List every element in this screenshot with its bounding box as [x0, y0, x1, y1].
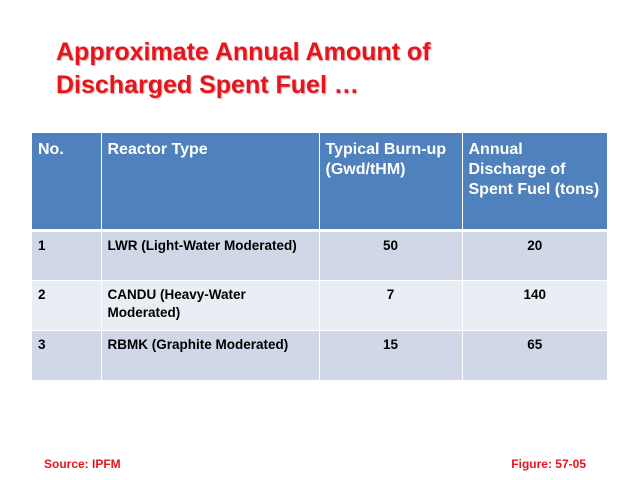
cell-burn-up: 7 [319, 280, 463, 331]
cell-reactor-type: LWR (Light-Water Moderated) [101, 230, 320, 281]
cell-discharge: 140 [462, 280, 607, 331]
slide-title-line-2: Discharged Spent Fuel … [56, 71, 359, 99]
header-annual-discharge: Annual Discharge of Spent Fuel (tons) [462, 133, 607, 232]
table-row: 2 CANDU (Heavy-Water Moderated) 7 140 [32, 280, 607, 331]
table-header-row: No. Reactor Type Typical Burn-up (Gwd/tH… [32, 133, 607, 232]
cell-discharge: 65 [462, 330, 607, 381]
cell-burn-up: 50 [319, 230, 463, 281]
cell-no: 3 [32, 330, 102, 381]
table-row: 1 LWR (Light-Water Moderated) 50 20 [32, 230, 607, 281]
header-reactor-type: Reactor Type [101, 133, 320, 232]
cell-burn-up: 15 [319, 330, 463, 381]
table-row: 3 RBMK (Graphite Moderated) 15 65 [32, 330, 607, 381]
source-note: Source: IPFM [44, 457, 121, 471]
cell-discharge: 20 [462, 230, 607, 281]
header-burn-up: Typical Burn-up (Gwd/tHM) [319, 133, 463, 232]
cell-no: 2 [32, 280, 102, 331]
slide-title: Approximate Annual Amount of Discharged … [56, 36, 576, 102]
cell-no: 1 [32, 230, 102, 281]
slide-title-line-1: Approximate Annual Amount of [56, 38, 431, 66]
header-no: No. [32, 133, 102, 232]
spent-fuel-table: No. Reactor Type Typical Burn-up (Gwd/tH… [32, 133, 607, 381]
cell-reactor-type: RBMK (Graphite Moderated) [101, 330, 320, 381]
figure-number: Figure: 57-05 [511, 457, 586, 471]
cell-reactor-type: CANDU (Heavy-Water Moderated) [101, 280, 320, 331]
